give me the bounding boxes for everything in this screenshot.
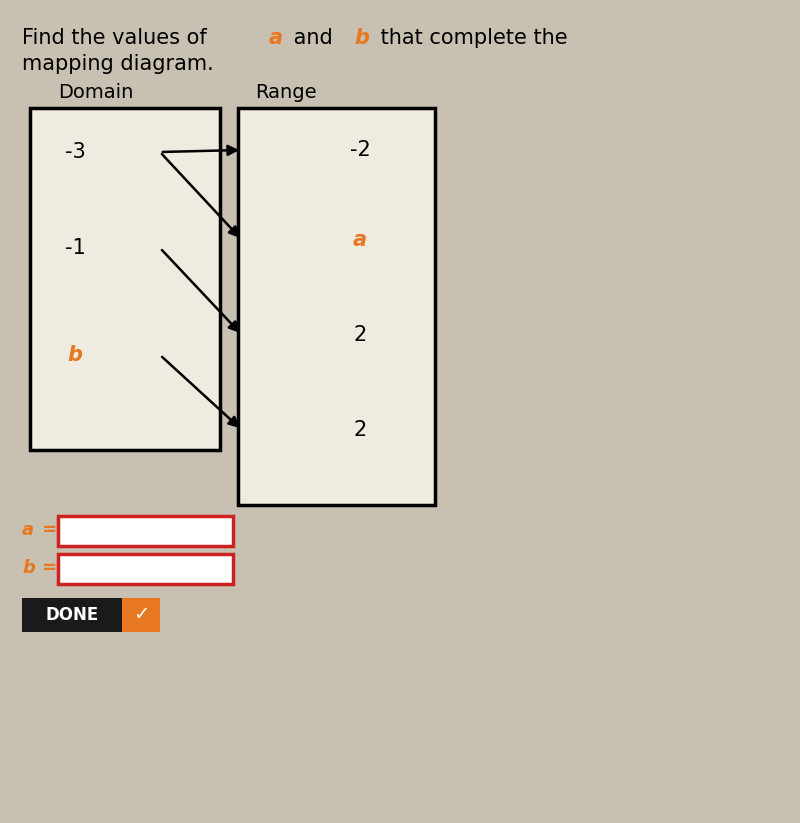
- Text: Find the values of: Find the values of: [22, 28, 214, 48]
- Text: b: b: [22, 559, 35, 577]
- Text: -2: -2: [350, 140, 370, 160]
- Bar: [58, 516, 233, 546]
- Bar: [238, 108, 435, 505]
- Text: ✓: ✓: [133, 606, 149, 625]
- Text: =: =: [36, 521, 58, 539]
- Text: Range: Range: [255, 83, 317, 102]
- Bar: [58, 554, 233, 584]
- Text: a: a: [22, 521, 34, 539]
- Bar: [122, 598, 160, 632]
- Text: b: b: [354, 28, 370, 48]
- Text: 2: 2: [354, 420, 366, 440]
- Text: 2: 2: [354, 325, 366, 345]
- Text: Domain: Domain: [58, 83, 134, 102]
- Text: =: =: [36, 559, 58, 577]
- Text: a: a: [269, 28, 283, 48]
- Text: and: and: [287, 28, 339, 48]
- Text: DONE: DONE: [46, 606, 98, 624]
- Text: -3: -3: [65, 142, 86, 162]
- Bar: [30, 108, 220, 450]
- Bar: [22, 598, 122, 632]
- Text: a: a: [353, 230, 367, 250]
- Text: that complete the: that complete the: [374, 28, 568, 48]
- Text: -1: -1: [65, 238, 86, 258]
- Text: mapping diagram.: mapping diagram.: [22, 54, 214, 74]
- Text: b: b: [67, 345, 82, 365]
